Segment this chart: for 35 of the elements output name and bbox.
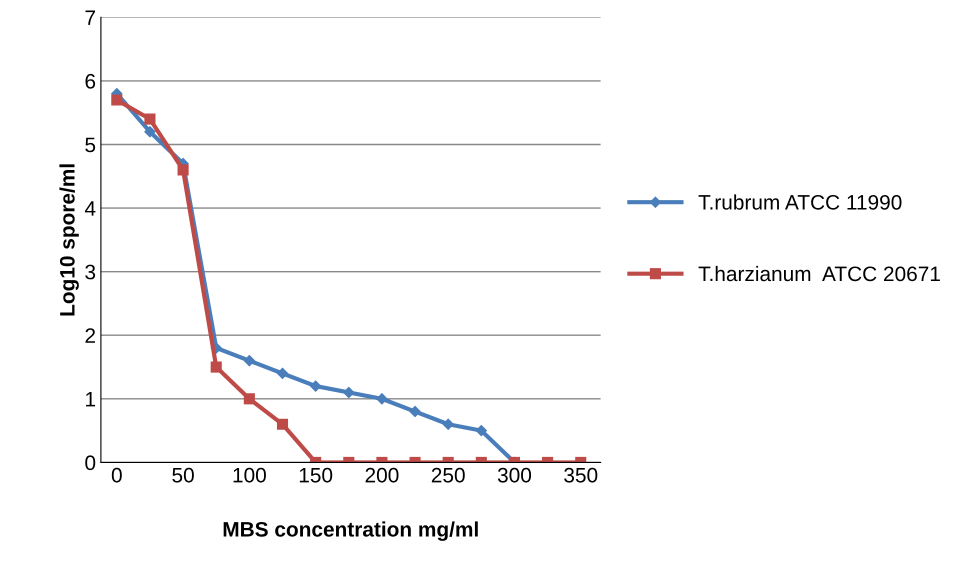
legend-label: T.harzianum ATCC 20671	[698, 266, 940, 282]
x-tick-label: 250	[432, 468, 465, 483]
y-tick-label: 2	[86, 328, 95, 343]
point	[343, 386, 354, 398]
y-tick-label: 1	[86, 392, 96, 406]
legend-label: T.rubrum ATCC 11990	[698, 194, 902, 210]
y-tick-label: 5	[85, 138, 96, 152]
x-axis-title: MBS concentration mg/ml	[224, 521, 478, 541]
x-tick-label: 0	[112, 468, 122, 483]
point	[476, 425, 487, 436]
point	[144, 114, 156, 125]
point	[276, 418, 288, 430]
point	[111, 94, 122, 106]
point	[310, 380, 322, 392]
point	[244, 393, 255, 404]
x-tick-label: 100	[234, 468, 266, 483]
point	[409, 406, 421, 418]
point	[210, 361, 222, 373]
x-tick-label: 350	[564, 468, 598, 483]
point	[178, 164, 189, 176]
y-axis-title: Log10 spore/ml	[59, 164, 79, 316]
x-tick-label: 50	[172, 468, 194, 483]
point	[442, 418, 454, 430]
y-tick-label: 6	[86, 74, 96, 89]
x-tick-label: 200	[366, 468, 398, 483]
point	[276, 368, 288, 379]
point	[244, 355, 255, 366]
x-tick-label: 150	[300, 468, 332, 483]
y-tick-label: 0	[85, 455, 96, 470]
point	[144, 126, 156, 138]
point	[376, 393, 388, 404]
y-tick-label: 7	[86, 10, 95, 25]
y-tick-label: 4	[84, 201, 96, 216]
y-tick-label: 3	[85, 264, 96, 280]
x-tick-label: 300	[498, 468, 532, 483]
